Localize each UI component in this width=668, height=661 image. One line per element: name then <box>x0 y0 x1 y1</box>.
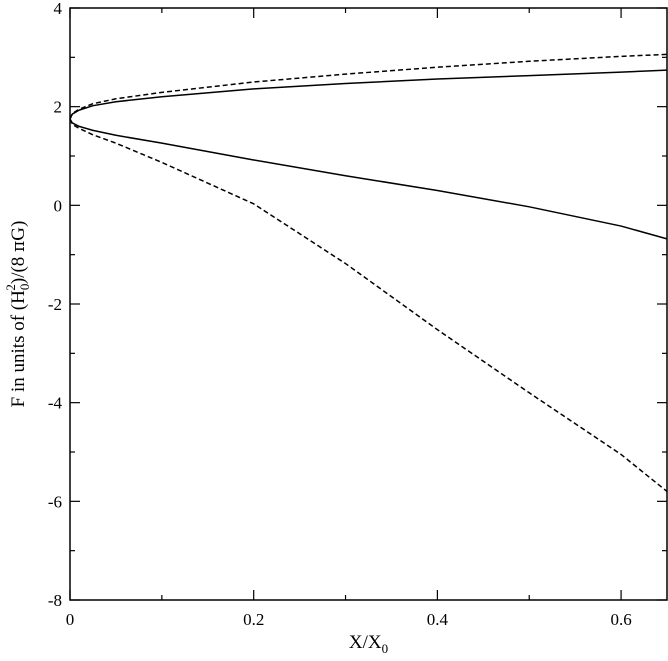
y-axis-label-subscript: 0 <box>17 284 32 291</box>
y-axis-label-pi: π <box>9 241 29 252</box>
y-tick-label: -4 <box>48 394 63 413</box>
x-axis-label: X/X0 <box>349 632 388 656</box>
y-tick-label: -6 <box>48 492 62 511</box>
y-axis-label: F in units of (H02)/(8 πG) <box>3 221 32 408</box>
x-tick-label: 0 <box>66 610 75 629</box>
x-tick-label: 0.4 <box>427 610 449 629</box>
y-axis-label-superscript: 2 <box>3 284 18 291</box>
x-axis-label-main: X/X <box>349 632 382 653</box>
y-axis-label-suffix: G) <box>8 221 29 241</box>
y-tick-label: 2 <box>54 98 63 117</box>
y-axis-label-mid: )/(8 <box>8 252 29 284</box>
tick-labels-group: 0 0.2 0.4 0.6 -8 -6 -4 -2 0 2 4 <box>48 0 632 629</box>
series-line-4-dashed <box>69 118 668 493</box>
series-group <box>69 53 668 493</box>
series-line-2-solid <box>69 118 668 240</box>
y-tick-label: 0 <box>54 196 63 215</box>
series-line-3-dashed <box>69 53 668 120</box>
tick-marks-group <box>69 7 667 601</box>
x-tick-label: 0.6 <box>610 610 631 629</box>
x-tick-label: 0.2 <box>243 610 264 629</box>
y-tick-label: -2 <box>48 295 62 314</box>
series-line-1-solid <box>69 69 668 120</box>
y-tick-label: -8 <box>48 591 62 610</box>
x-axis-label-subscript: 0 <box>382 641 389 656</box>
y-axis-label-prefix: F in units of (H <box>8 290 29 407</box>
y-tick-label: 4 <box>54 0 63 18</box>
